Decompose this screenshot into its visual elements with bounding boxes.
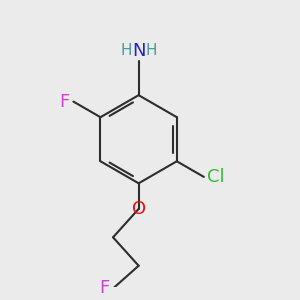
Text: H: H [120,43,132,58]
Text: F: F [59,93,69,111]
Text: N: N [132,42,146,60]
Text: H: H [146,43,157,58]
Text: Cl: Cl [207,168,225,186]
Text: F: F [99,280,110,298]
Text: O: O [132,200,146,218]
